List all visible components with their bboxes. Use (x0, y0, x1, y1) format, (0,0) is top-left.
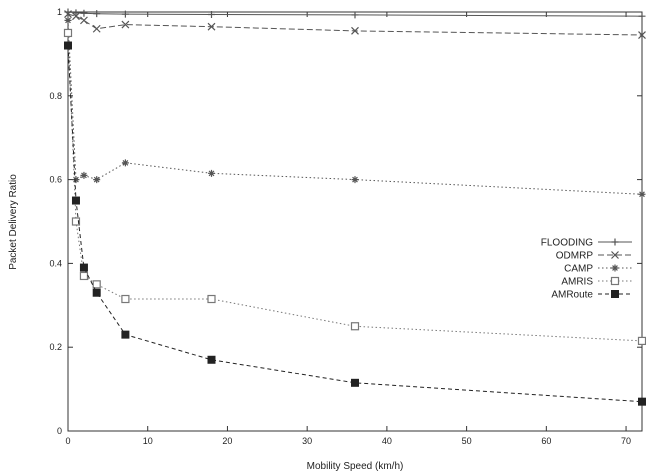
data-point-amris (71, 217, 81, 226)
data-point-amroute (121, 330, 130, 339)
y-axis-title: Packet Delivery Ratio (8, 174, 19, 270)
data-point-amroute (638, 397, 646, 406)
data-point-amris (63, 28, 73, 38)
legend-label-flooding: FLOODING (541, 238, 593, 249)
x-tick-label: 50 (462, 436, 472, 446)
data-point-camp (64, 16, 72, 24)
y-tick-label: 0.8 (49, 91, 62, 101)
legend: FLOODING ODMRP CAMP AMRIS AMRoute (541, 238, 632, 301)
data-point-flooding (93, 10, 101, 18)
y-tick-label: 0.2 (49, 342, 62, 352)
data-point-amris (92, 280, 101, 289)
series-line-amroute (67, 45, 643, 403)
data-point-camp (208, 169, 215, 177)
data-point-amris (121, 294, 130, 304)
data-point-amroute (64, 41, 72, 50)
data-point-odmrp (351, 26, 359, 35)
data-point-amris (79, 271, 89, 281)
data-point-flooding (121, 10, 129, 18)
data-point-odmrp (92, 24, 101, 33)
data-point-odmrp (72, 12, 80, 21)
x-tick-label: 70 (621, 436, 631, 446)
data-point-amris (637, 336, 646, 346)
x-tick-label: 20 (222, 436, 232, 446)
data-point-amris (350, 322, 360, 331)
plot-border (67, 11, 643, 432)
y-tick-label: 1 (57, 7, 62, 17)
data-point-camp (72, 176, 80, 184)
data-point-amroute (92, 288, 101, 297)
legend-marker-camp (611, 264, 619, 272)
legend-label-camp: CAMP (564, 264, 593, 275)
data-point-flooding (638, 12, 646, 20)
axes: 0 10 20 30 40 50 60 70 0 0.2 0.4 0.6 0.8 1 (49, 7, 642, 446)
legend-marker-amroute (611, 290, 619, 298)
series-layer (63, 8, 646, 406)
series-line-camp (67, 20, 643, 195)
data-point-odmrp (207, 22, 216, 31)
data-point-odmrp (80, 16, 88, 25)
data-point-camp (121, 159, 129, 167)
x-axis-title: Mobility Speed (km/h) (307, 461, 404, 472)
data-point-amroute (207, 355, 216, 364)
series-amroute (64, 41, 646, 406)
data-point-camp (638, 190, 646, 198)
y-tick-label: 0.4 (49, 258, 62, 268)
data-point-flooding (80, 9, 88, 17)
data-point-amris (207, 294, 216, 304)
data-point-camp (80, 171, 88, 179)
x-tick-label: 10 (143, 436, 153, 446)
series-odmrp (64, 10, 646, 39)
y-tick-label: 0.6 (49, 175, 62, 185)
series-camp (64, 16, 646, 198)
legend-label-amris: AMRIS (561, 277, 593, 288)
data-point-camp (93, 176, 101, 184)
x-tick-label: 40 (382, 436, 392, 446)
y-tick-label: 0 (57, 426, 62, 436)
data-point-amroute (71, 196, 80, 205)
legend-marker-amris (610, 276, 620, 286)
data-point-odmrp (64, 10, 72, 19)
data-point-flooding (72, 9, 80, 17)
plot-frame (67, 11, 643, 432)
x-tick-label: 0 (65, 436, 70, 446)
x-tick-label: 30 (302, 436, 312, 446)
data-point-odmrp (638, 31, 646, 39)
series-flooding (64, 8, 646, 20)
data-point-amroute (79, 263, 88, 272)
data-point-flooding (208, 11, 215, 19)
data-point-amroute (351, 378, 359, 387)
data-point-flooding (351, 11, 359, 19)
x-tick-label: 60 (541, 436, 551, 446)
legend-marker-flooding (611, 238, 619, 246)
legend-label-amroute: AMRoute (551, 290, 593, 301)
data-point-odmrp (121, 20, 130, 29)
legend-label-odmrp: ODMRP (556, 251, 594, 262)
data-point-camp (351, 176, 359, 184)
legend-marker-odmrp (611, 251, 619, 259)
